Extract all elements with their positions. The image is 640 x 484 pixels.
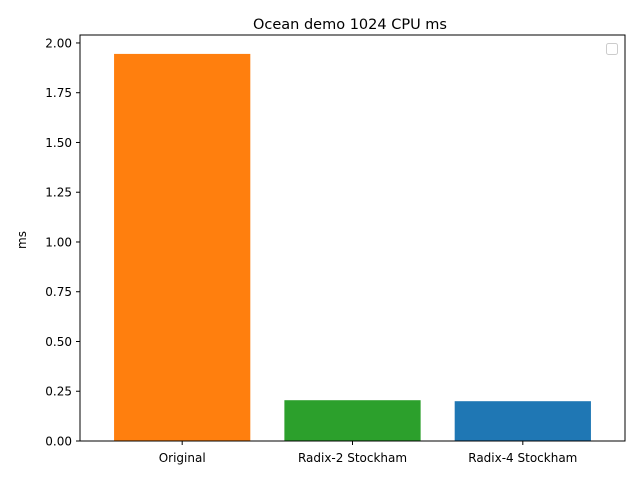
y-axis-ticks: 0.00 0.25 0.50 0.75 1.00 1.25 1.50 1.75 2.00 [45, 36, 80, 449]
y-tick-label: 1.75 [45, 86, 72, 100]
y-tick-label: 1.50 [45, 136, 72, 150]
bar-radix-4-stockham [454, 401, 591, 441]
x-tick-label: Radix-4 Stockham [468, 451, 577, 465]
chart-title: Ocean demo 1024 CPU ms [253, 17, 447, 33]
legend-box [606, 43, 618, 55]
y-tick-label: 1.00 [45, 235, 72, 249]
y-tick-label: 0.50 [45, 335, 72, 349]
bars-group [114, 53, 591, 441]
x-tick-label: Radix-2 Stockham [298, 451, 407, 465]
y-tick-label: 0.75 [45, 285, 72, 299]
y-tick-label: 2.00 [45, 36, 72, 50]
bar-original [114, 53, 251, 441]
y-tick-label: 1.25 [45, 186, 72, 200]
plot-area-frame [79, 34, 626, 442]
x-tick-label: Original [159, 451, 206, 465]
x-axis-ticks: Original Radix-2 Stockham Radix-4 Stockham [159, 441, 577, 465]
y-tick-label: 0.00 [45, 435, 72, 449]
y-axis-label: ms [15, 231, 29, 249]
y-tick-label: 0.25 [45, 385, 72, 399]
bar-radix-2-stockham [284, 400, 421, 441]
